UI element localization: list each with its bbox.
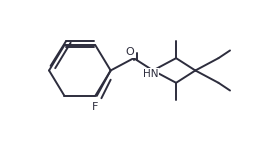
Text: HN: HN: [143, 69, 158, 79]
Text: O: O: [126, 47, 134, 57]
Text: F: F: [92, 102, 98, 112]
